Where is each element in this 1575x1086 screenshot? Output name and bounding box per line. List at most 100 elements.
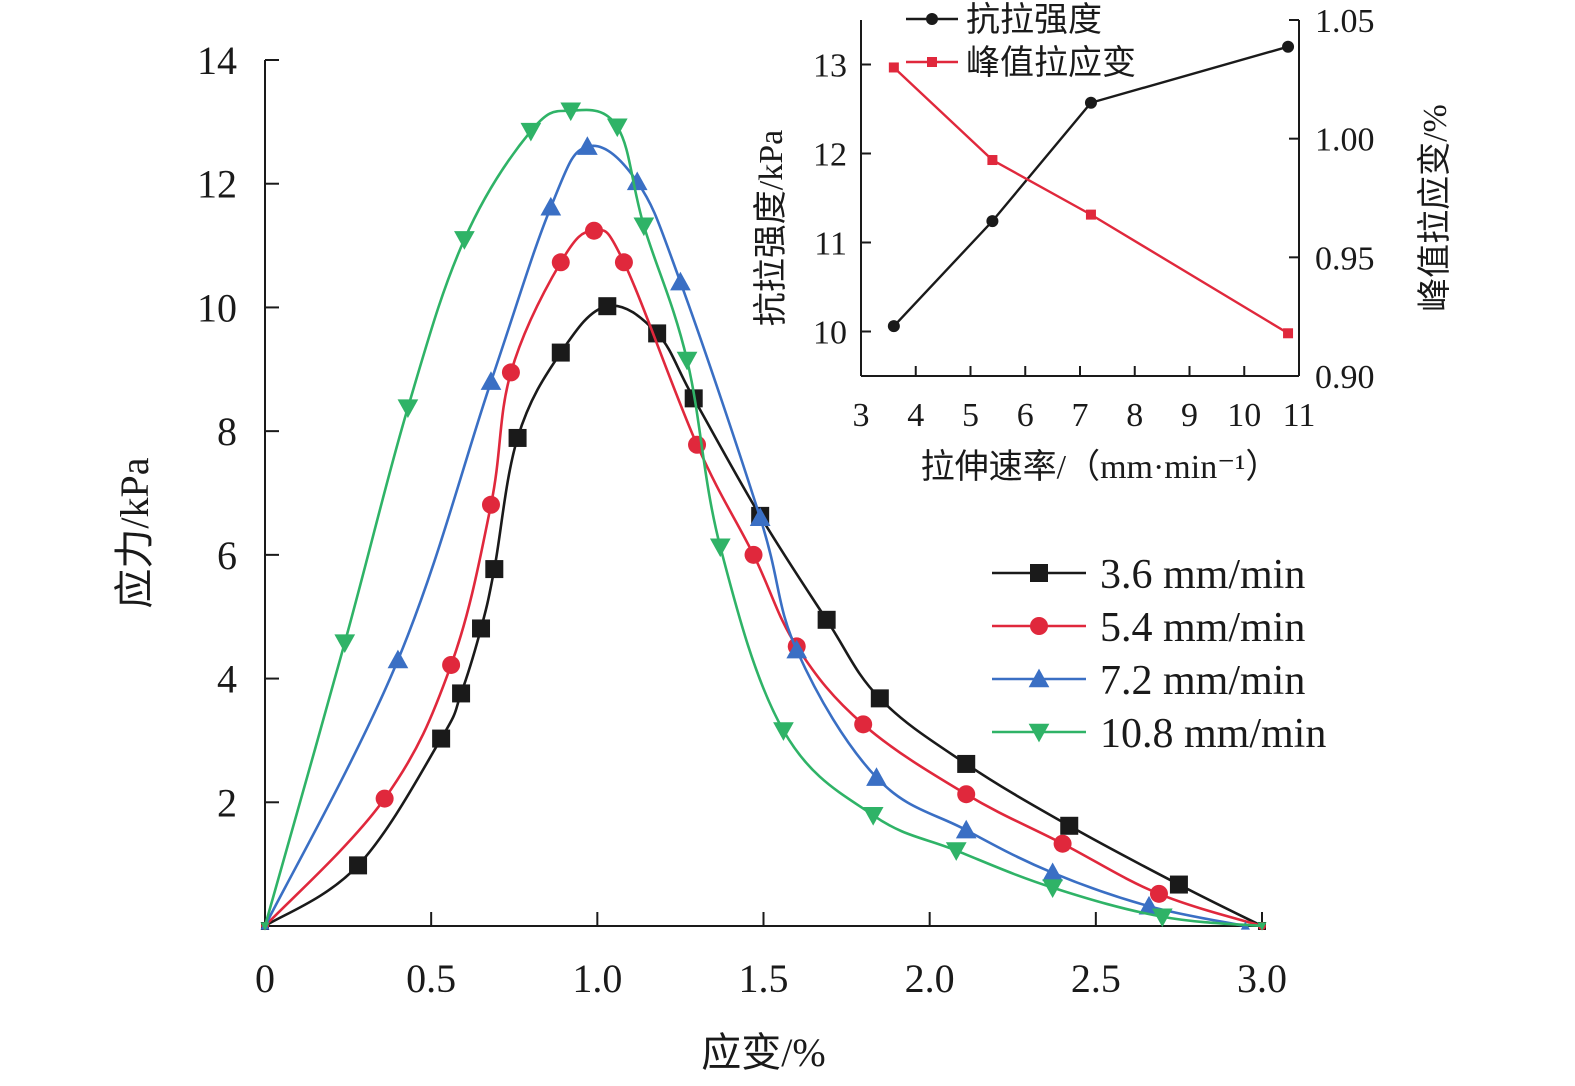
inset-data-point [986,215,999,228]
data-point [957,754,976,773]
data-point [862,806,884,826]
legend-label: 5.4 mm/min [1100,605,1305,651]
data-point [598,297,617,316]
data-point [387,649,409,669]
inset-y-right-tick-label: 1.05 [1315,3,1375,40]
data-point [1151,908,1173,928]
data-point [375,789,394,808]
data-point [870,689,889,708]
data-point [349,856,368,875]
data-point [1042,862,1063,882]
legend-label: 7.2 mm/min [1100,658,1305,704]
x-tick-label: 0.5 [406,956,456,1001]
data-point [1053,834,1072,853]
data-point [1060,816,1079,835]
y-axis-title: 应力/kPa [112,457,157,608]
y-tick-label: 8 [217,409,237,454]
data-point [866,767,887,786]
legend-marker [1028,668,1050,688]
data-point [606,118,628,138]
data-point [945,842,967,861]
data-point [551,343,570,362]
data-point [397,399,419,418]
data-point-end [260,922,270,931]
inset-data-point [888,62,899,73]
inset-x-tick-label: 11 [1283,397,1316,434]
data-point [670,271,691,291]
legend-marker [1030,564,1048,582]
y-tick-label: 14 [197,38,237,83]
inset-data-point [1283,328,1294,339]
inset-series-line [893,66,1289,335]
inset-x-tick-label: 6 [1017,397,1034,434]
x-tick-label: 1.5 [739,956,789,1001]
data-point [749,507,771,527]
data-point [472,619,491,638]
data-point [626,171,648,191]
data-point [334,634,356,654]
y-tick-label: 6 [217,533,237,578]
inset-data-point [987,155,998,166]
data-point [676,351,698,371]
data-point [432,729,451,748]
inset-y-tick-label: 11 [814,226,847,263]
data-point [957,785,976,804]
inset-legend-label: 峰值拉应变 [966,44,1136,82]
inset-x-tick-label: 5 [962,397,979,434]
data-point [454,231,475,250]
x-tick-label: 3.0 [1237,956,1287,1001]
data-point [442,655,461,674]
inset-y-axis-title: 抗拉强度/kPa [752,130,790,326]
x-tick-label: 2.5 [1071,956,1121,1001]
x-tick-label: 1.0 [572,956,622,1001]
data-point [744,545,763,564]
x-tick-label: 0 [255,956,275,1001]
y-tick-label: 10 [197,285,237,330]
data-point [501,363,520,382]
inset-y-tick-label: 12 [813,137,847,174]
legend-label: 10.8 mm/min [1100,711,1326,757]
legend-label: 3.6 mm/min [1100,552,1305,598]
inset-series-line [892,45,1289,327]
inset-data-point [1084,96,1097,109]
data-point [508,428,527,447]
legend-marker [1030,617,1048,635]
inset-rate-chart: 3 4 5 6 7 8 9 10 11101112130.900.951.001.05拉伸速率/… [752,1,1454,486]
data-point [773,722,794,741]
inset-x-tick-label: 3 [853,397,870,434]
data-point [817,610,836,629]
inset-legend-label: 抗拉强度 [966,1,1102,39]
data-point [481,495,500,514]
data-point [540,196,562,216]
x-axis-title: 应变/% [701,1030,825,1075]
inset-legend-marker [927,57,937,67]
inset-y-right-tick-label: 0.90 [1315,359,1375,396]
inset-data-point [887,320,900,333]
inset-x-tick-label: 7 [1072,397,1089,434]
inset-legend-marker [926,13,938,25]
inset-y-right-tick-label: 0.95 [1315,240,1375,277]
series-line [264,228,1263,928]
main-stress-strain-chart: 0 0.5 1.0 1.5 2.0 2.5 3.0 2 4 6 8 10 12 14 应变/% 应力/kPa 3… [112,38,1326,1075]
x-tick-label: 2.0 [905,956,955,1001]
y-tick-label: 2 [217,780,237,825]
data-point [560,102,582,122]
inset-x-tick-label: 4 [907,397,924,434]
data-point [955,819,977,839]
inset-data-point [1085,209,1096,220]
data-point [452,684,471,703]
inset-x-tick-label: 9 [1181,397,1198,434]
data-point [551,253,570,272]
data-point [786,639,808,659]
data-point-end [1257,922,1267,931]
data-point [480,371,502,390]
series-line [263,144,1246,928]
inset-y-right-tick-label: 1.00 [1315,122,1375,159]
data-point [614,253,633,272]
legend-marker [1028,723,1050,743]
data-point [854,715,873,734]
inset-y-tick-label: 13 [813,48,847,85]
data-point [709,538,731,558]
data-point [633,217,655,237]
